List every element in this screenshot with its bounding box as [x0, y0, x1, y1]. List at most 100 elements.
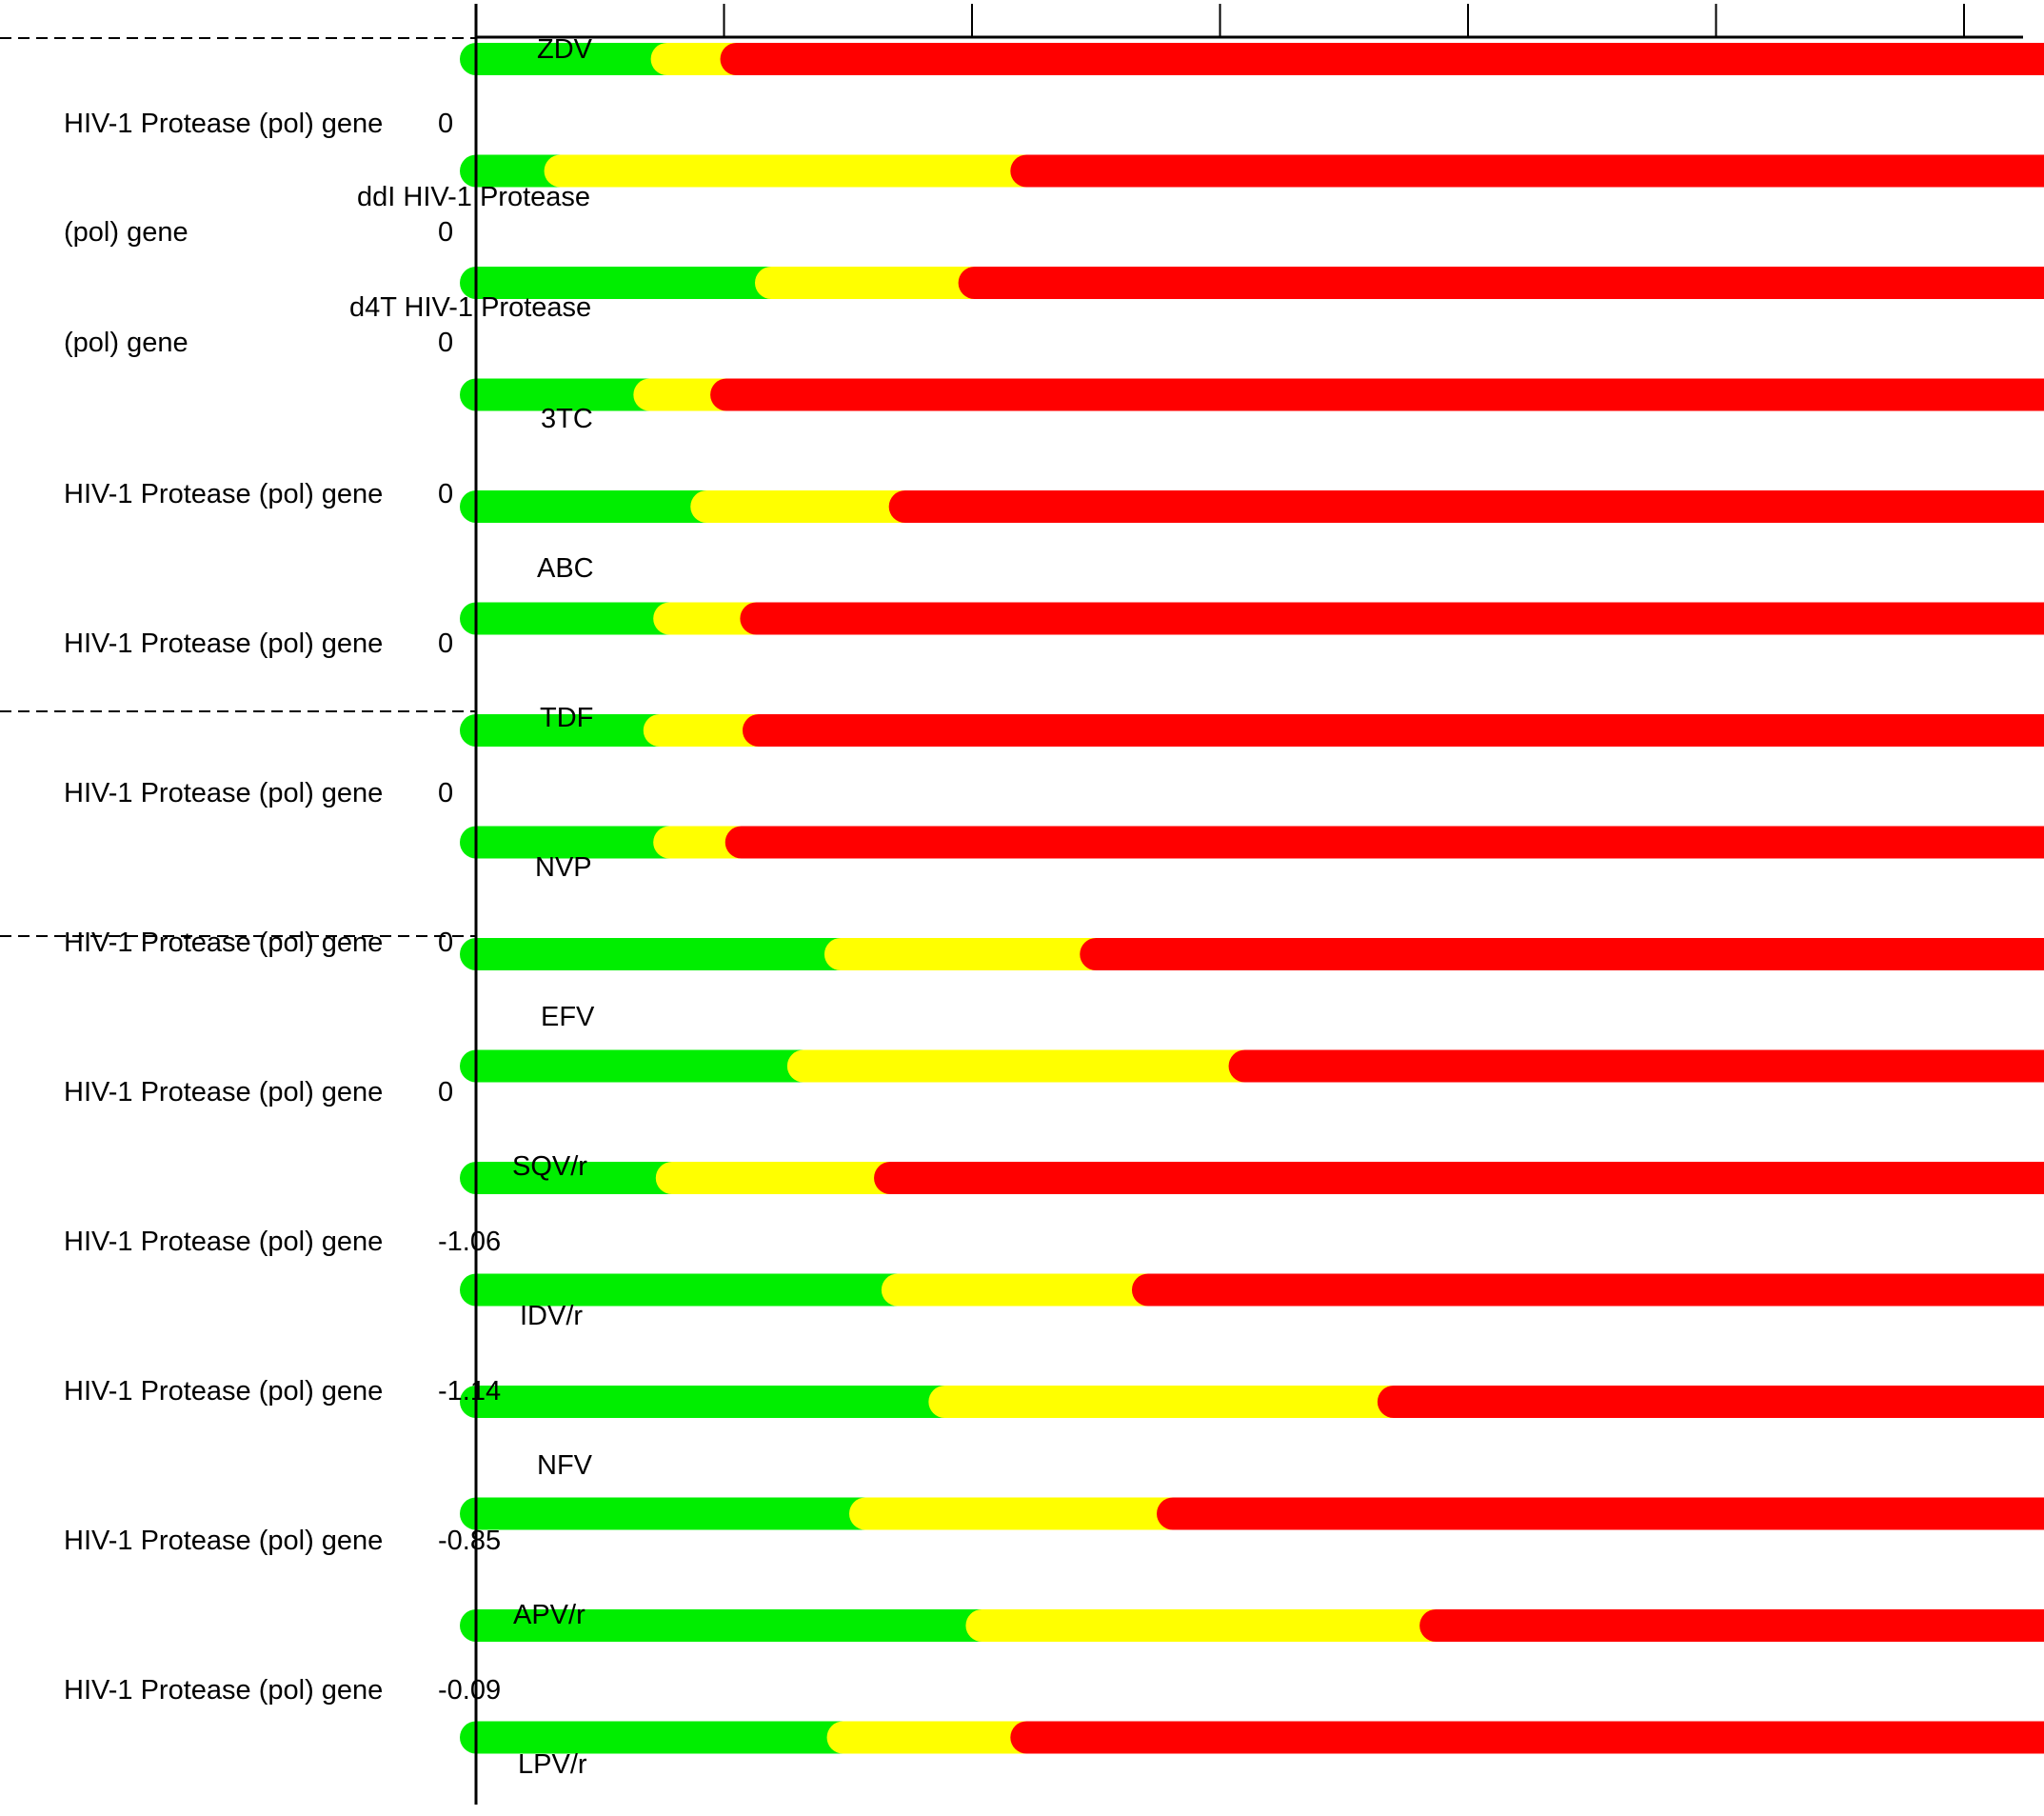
label-value: 0 [438, 629, 453, 659]
bar-row-1 [460, 43, 2044, 75]
label-idv-r: IDV/r [520, 1301, 583, 1331]
bar-segment-susceptible [460, 826, 686, 859]
label-nfv: NFV [537, 1450, 593, 1481]
label-abc: ABC [537, 553, 594, 584]
chart-labels: ZDV HIV-1 Protease (pol) gene 0 ddI HIV-… [64, 34, 595, 1780]
bar-segment-resistant [1080, 938, 2044, 970]
label-value: 0 [438, 928, 453, 958]
label-value: 0 [438, 217, 453, 248]
label-gene: HIV-1 Protease (pol) gene [64, 1526, 383, 1556]
bar-row-7 [460, 714, 2044, 747]
bar-segment-intermediate [690, 490, 922, 523]
bar-segment-resistant [740, 602, 2044, 635]
bar-segment-susceptible [460, 1162, 688, 1194]
bar-segment-intermediate [965, 1609, 1453, 1642]
label-gene: HIV-1 Protease (pol) gene [64, 1227, 383, 1257]
label-3tc: 3TC [541, 404, 593, 434]
label-gene: HIV-1 Protease (pol) gene [64, 1675, 383, 1706]
bar-row-8 [460, 826, 2044, 859]
label-value: 0 [438, 479, 453, 509]
label-zdv: ZDV [537, 34, 593, 65]
bar-segment-intermediate [786, 1049, 1261, 1083]
label-value: 0 [438, 778, 453, 808]
bar-segment-resistant [720, 43, 2044, 75]
bar-segment-resistant [958, 267, 2044, 299]
bar-segment-resistant [888, 490, 2044, 523]
bar-segment-resistant [724, 826, 2044, 859]
bar-segment-intermediate [643, 714, 775, 747]
bar-row-3 [460, 267, 2044, 299]
label-gene: HIV-1 Protease (pol) gene [64, 629, 383, 659]
bar-segment-intermediate [824, 938, 1113, 970]
bar-segment-resistant [1010, 154, 2044, 188]
bar-segment-intermediate [826, 1721, 1043, 1754]
label-d4t: d4T HIV-1 Protease [349, 292, 591, 323]
label-nvp: NVP [535, 852, 592, 883]
bar-segment-susceptible [460, 1386, 962, 1418]
label-apv-r: APV/r [513, 1600, 585, 1630]
label-value: 0 [438, 1077, 453, 1108]
bar-segment-resistant [710, 378, 2044, 411]
label-efv: EFV [541, 1002, 595, 1032]
bar-row-13 [460, 1386, 2044, 1418]
label-gene: HIV-1 Protease (pol) gene [64, 479, 383, 509]
bar-segment-resistant [1131, 1273, 2044, 1307]
bar-segment-intermediate [881, 1273, 1164, 1307]
bar-segment-resistant [1010, 1721, 2044, 1754]
bar-segment-susceptible [460, 1497, 882, 1530]
bar-row-11 [460, 1162, 2044, 1194]
x-axis [474, 4, 2023, 1805]
label-value: -1.06 [438, 1227, 501, 1257]
bar-segment-intermediate [655, 1162, 907, 1194]
bar-segment-susceptible [460, 1049, 820, 1083]
group-separators [0, 37, 476, 937]
bar-rows [460, 43, 2044, 1754]
label-gene: HIV-1 Protease (pol) gene [64, 1376, 383, 1407]
bar-row-9 [460, 938, 2044, 970]
label-gene: (pol) gene [64, 217, 189, 248]
bar-segment-resistant [1228, 1049, 2044, 1083]
label-gene: (pol) gene [64, 328, 189, 358]
bar-segment-susceptible [460, 938, 857, 970]
label-gene: HIV-1 Protease (pol) gene [64, 778, 383, 808]
label-value: 0 [438, 328, 453, 358]
bar-row-4 [460, 378, 2044, 411]
bar-segment-susceptible [460, 378, 666, 411]
bar-segment-intermediate [848, 1497, 1190, 1530]
label-value: -0.85 [438, 1526, 501, 1556]
bar-segment-susceptible [460, 1609, 999, 1642]
bar-segment-susceptible [460, 267, 787, 299]
label-value: -0.09 [438, 1675, 501, 1706]
bar-segment-susceptible [460, 43, 684, 75]
bar-row-15 [460, 1609, 2044, 1642]
bar-segment-susceptible [460, 602, 686, 635]
bar-segment-susceptible [460, 714, 676, 747]
bar-segment-intermediate [928, 1386, 1410, 1418]
label-value: -1.14 [438, 1376, 501, 1407]
bar-segment-intermediate [544, 154, 1043, 188]
bar-segment-resistant [1377, 1386, 2044, 1418]
label-tdf: TDF [540, 703, 593, 733]
bar-segment-resistant [874, 1162, 2044, 1194]
label-gene: HIV-1 Protease (pol) gene [64, 109, 383, 139]
bar-segment-susceptible [460, 1273, 914, 1307]
label-lpv-r: LPV/r [518, 1749, 587, 1780]
label-gene: HIV-1 Protease (pol) gene [64, 1077, 383, 1108]
bar-segment-resistant [742, 714, 2044, 747]
bar-row-6 [460, 602, 2044, 635]
bar-row-16 [460, 1721, 2044, 1754]
bar-row-5 [460, 490, 2044, 523]
bar-segment-susceptible [460, 490, 724, 523]
bar-row-14 [460, 1497, 2044, 1530]
label-sqv-r: SQV/r [512, 1151, 587, 1182]
bar-segment-resistant [1419, 1609, 2044, 1642]
bar-row-2 [460, 154, 2044, 188]
label-ddi: ddI HIV-1 Protease [357, 182, 590, 212]
label-value: 0 [438, 109, 453, 139]
bar-segment-susceptible [460, 1721, 860, 1754]
label-gene: HIV-1 Protease (pol) gene [64, 928, 383, 958]
bar-segment-intermediate [754, 267, 991, 299]
bar-row-12 [460, 1273, 2044, 1307]
bar-segment-resistant [1157, 1497, 2044, 1530]
